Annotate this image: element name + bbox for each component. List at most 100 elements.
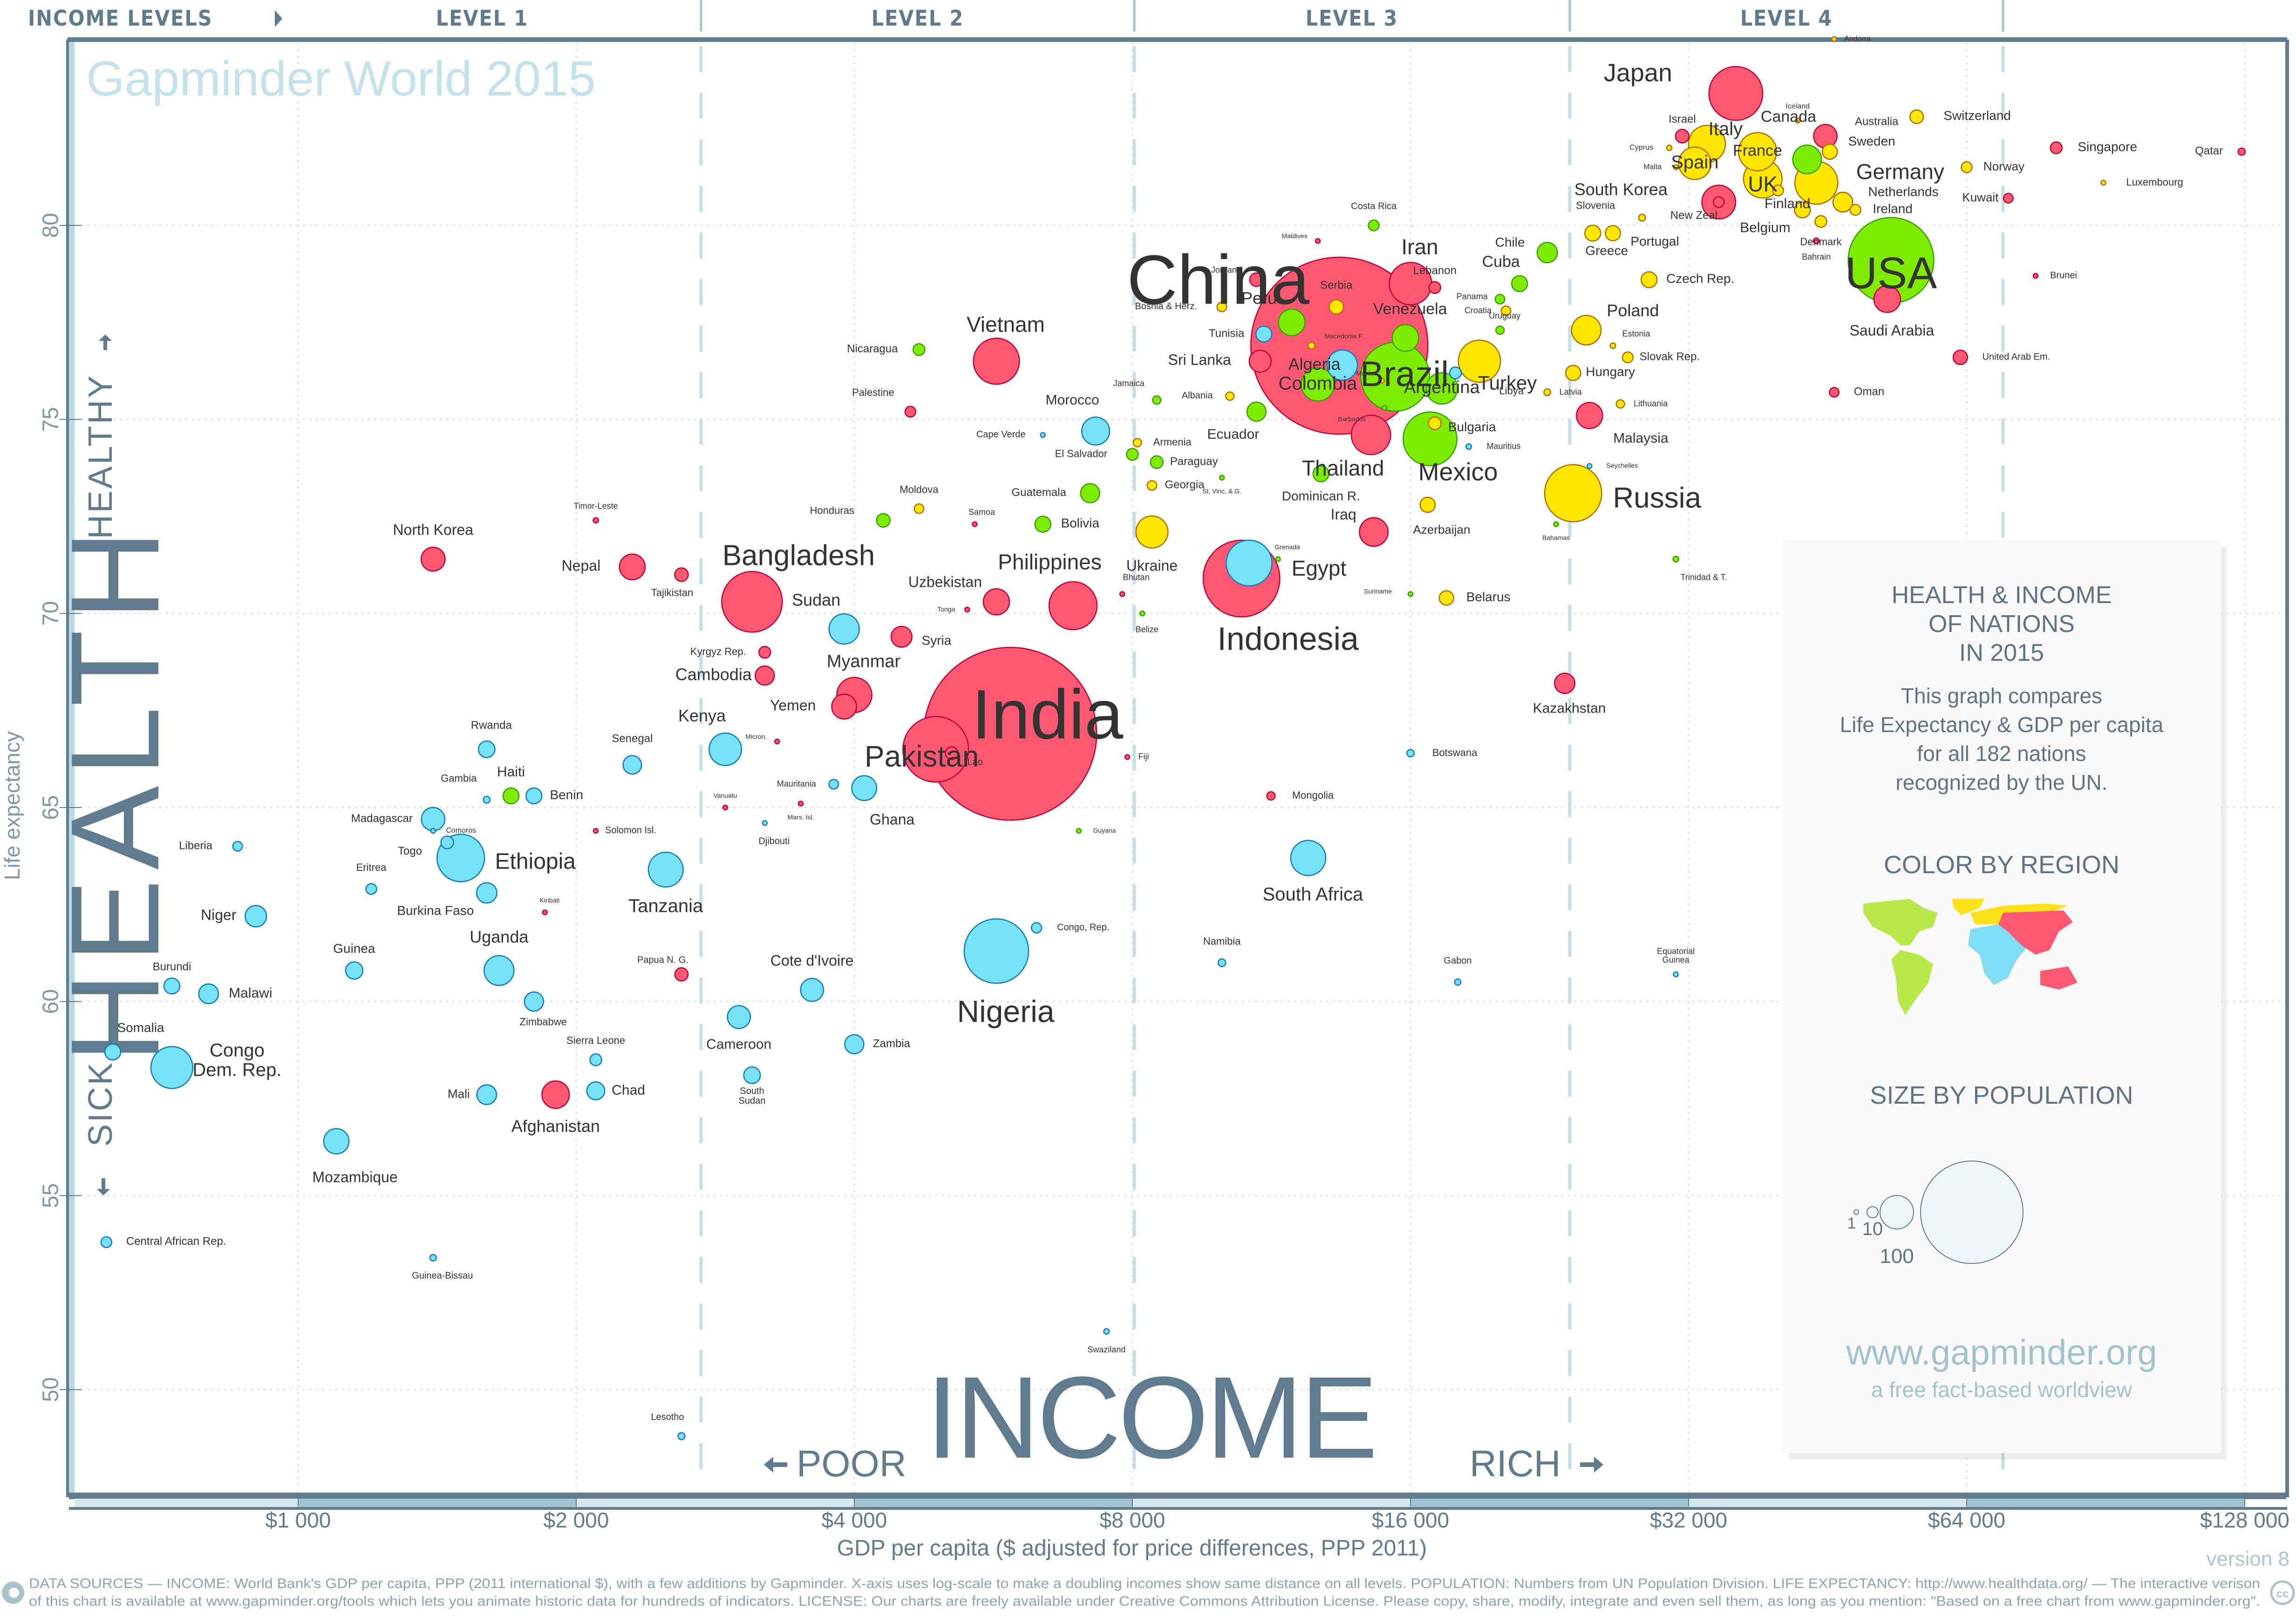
bubble-liberia[interactable] [232, 841, 243, 852]
bubble-azerbaijan[interactable] [1419, 496, 1436, 513]
bubble-cameroon[interactable] [727, 1005, 751, 1029]
bubble-philippines[interactable] [1048, 581, 1098, 631]
bubble-south-sudan[interactable] [743, 1066, 761, 1084]
bubble-france[interactable] [1737, 132, 1778, 171]
bubble-estonia[interactable] [1609, 342, 1616, 349]
bubble-libya[interactable] [1449, 366, 1462, 380]
bubble-albania[interactable] [1225, 391, 1235, 401]
bubble-tunisia[interactable] [1255, 326, 1273, 343]
bubble-colombia[interactable] [1301, 367, 1335, 402]
bubble-comoros[interactable] [430, 828, 436, 834]
bubble-bosnia-herz-[interactable] [1216, 301, 1227, 312]
bubble-namibia[interactable] [1217, 958, 1226, 967]
bubble-djibouti[interactable] [762, 820, 768, 826]
bubble-monten-[interactable] [1379, 378, 1385, 384]
bubble-sierra-leone[interactable] [589, 1053, 602, 1066]
bubble-ecuador[interactable] [1246, 401, 1267, 422]
bubble-sri-lanka[interactable] [1248, 349, 1272, 373]
bubble-kazakhstan[interactable] [1554, 672, 1576, 694]
bubble-costa-rica[interactable] [1368, 219, 1380, 231]
bubble-czech-rep-[interactable] [1640, 271, 1658, 288]
bubble-guinea-bissau[interactable] [429, 1254, 437, 1262]
bubble-tanzania[interactable] [647, 851, 684, 888]
bubble-guinea[interactable] [345, 961, 364, 980]
bubble-denmark[interactable] [1814, 215, 1827, 228]
bubble-el-salvador[interactable] [1126, 448, 1139, 461]
bubble-kenya[interactable] [709, 732, 743, 766]
bubble-yemen[interactable] [831, 693, 858, 720]
bubble-afghanistan[interactable] [541, 1080, 570, 1109]
bubble-armenia[interactable] [1132, 438, 1142, 448]
bubble-morocco[interactable] [1081, 416, 1111, 446]
bubble-slovenia[interactable] [1638, 213, 1646, 222]
bubble-gabon[interactable] [1454, 978, 1462, 986]
bubble-zimbabwe[interactable] [524, 991, 544, 1012]
bubble-russia[interactable] [1544, 464, 1602, 523]
bubble-macedonia-f-[interactable] [1307, 341, 1315, 350]
bubble-japan[interactable] [1708, 66, 1764, 121]
bubble-eritrea[interactable] [365, 883, 377, 895]
bubble-uzbekistan[interactable] [982, 588, 1010, 616]
bubble-nicaragua[interactable] [913, 343, 926, 356]
bubble-malawi[interactable] [198, 983, 219, 1005]
bubble-luxembourg[interactable] [2100, 180, 2106, 186]
bubble-south-africa[interactable] [1290, 840, 1327, 876]
bubble-algeria[interactable] [1327, 349, 1358, 381]
bubble-solomon-isl-[interactable] [593, 828, 599, 834]
bubble-uganda[interactable] [484, 955, 515, 986]
bubble-kuwait[interactable] [2003, 193, 2014, 204]
bubble-bhutan[interactable] [1119, 591, 1125, 597]
bubble-jamaica[interactable] [1152, 395, 1162, 405]
bubble-barbados[interactable] [1382, 405, 1388, 411]
bubble-benin[interactable] [525, 787, 543, 805]
bubble-singapore[interactable] [2050, 141, 2063, 155]
bubble-iceland[interactable] [1794, 117, 1801, 124]
bubble-kiribati[interactable] [542, 909, 548, 916]
bubble-honduras[interactable] [876, 513, 891, 528]
bubble-vietnam[interactable] [973, 338, 1020, 385]
bubble-st-vinc-g-[interactable] [1219, 475, 1225, 481]
bubble-madagascar[interactable] [421, 807, 446, 832]
bubble-suriname[interactable] [1407, 591, 1414, 597]
bubble-bulgaria[interactable] [1428, 416, 1442, 430]
bubble-cape-verde[interactable] [1040, 432, 1046, 438]
bubble-mozambique[interactable] [323, 1128, 350, 1154]
bubble-bolivia[interactable] [1034, 516, 1052, 533]
bubble-mauritania[interactable] [828, 779, 839, 790]
bubble-belize[interactable] [1139, 611, 1145, 617]
bubble-somalia[interactable] [104, 1043, 122, 1061]
bubble-paraguay[interactable] [1150, 455, 1164, 469]
bubble-samoa[interactable] [972, 521, 978, 527]
bubble-congo-rep-[interactable] [1031, 922, 1042, 934]
gapminder-url-link[interactable]: www.gapminder.org [1846, 1333, 2157, 1372]
bubble-rwanda[interactable] [477, 740, 496, 758]
bubble-burkina-faso[interactable] [476, 882, 497, 904]
bubble-uruguay[interactable] [1495, 325, 1505, 335]
bubble-fiji[interactable] [1124, 754, 1131, 760]
bubble-cambodia[interactable] [755, 665, 775, 686]
bubble-timor-leste[interactable] [593, 517, 599, 524]
bubble-croatia[interactable] [1500, 305, 1512, 316]
bubble-micron-[interactable] [774, 739, 780, 745]
bubble-thailand[interactable] [1350, 414, 1391, 455]
bubble-bahrain[interactable] [1812, 238, 1820, 244]
bubble-finland[interactable] [1772, 184, 1784, 197]
bubble-cuba[interactable] [1511, 275, 1528, 292]
bubble-chad[interactable] [586, 1081, 606, 1100]
bubble-congo-dem-rep-[interactable] [150, 1046, 194, 1089]
bubble-belarus[interactable] [1438, 590, 1454, 606]
bubble-argentina[interactable] [1425, 372, 1458, 405]
bubble-turkey[interactable] [1458, 339, 1501, 383]
bubble-andorra[interactable] [1831, 36, 1837, 42]
bubble-greece[interactable] [1584, 224, 1601, 242]
bubble-switzerland[interactable] [1909, 109, 1924, 124]
bubble-peru[interactable] [1278, 308, 1306, 337]
bubble-ireland[interactable] [1849, 204, 1861, 216]
bubble-lesotho[interactable] [677, 1432, 686, 1440]
bubble-mexico[interactable] [1403, 411, 1458, 467]
bubble-oman[interactable] [1829, 387, 1840, 398]
bubble-lebanon[interactable] [1428, 281, 1442, 294]
bubble-nepal[interactable] [619, 553, 646, 581]
bubble-botswana[interactable] [1406, 749, 1415, 758]
bubble-saudi-arabia[interactable] [1873, 285, 1901, 313]
